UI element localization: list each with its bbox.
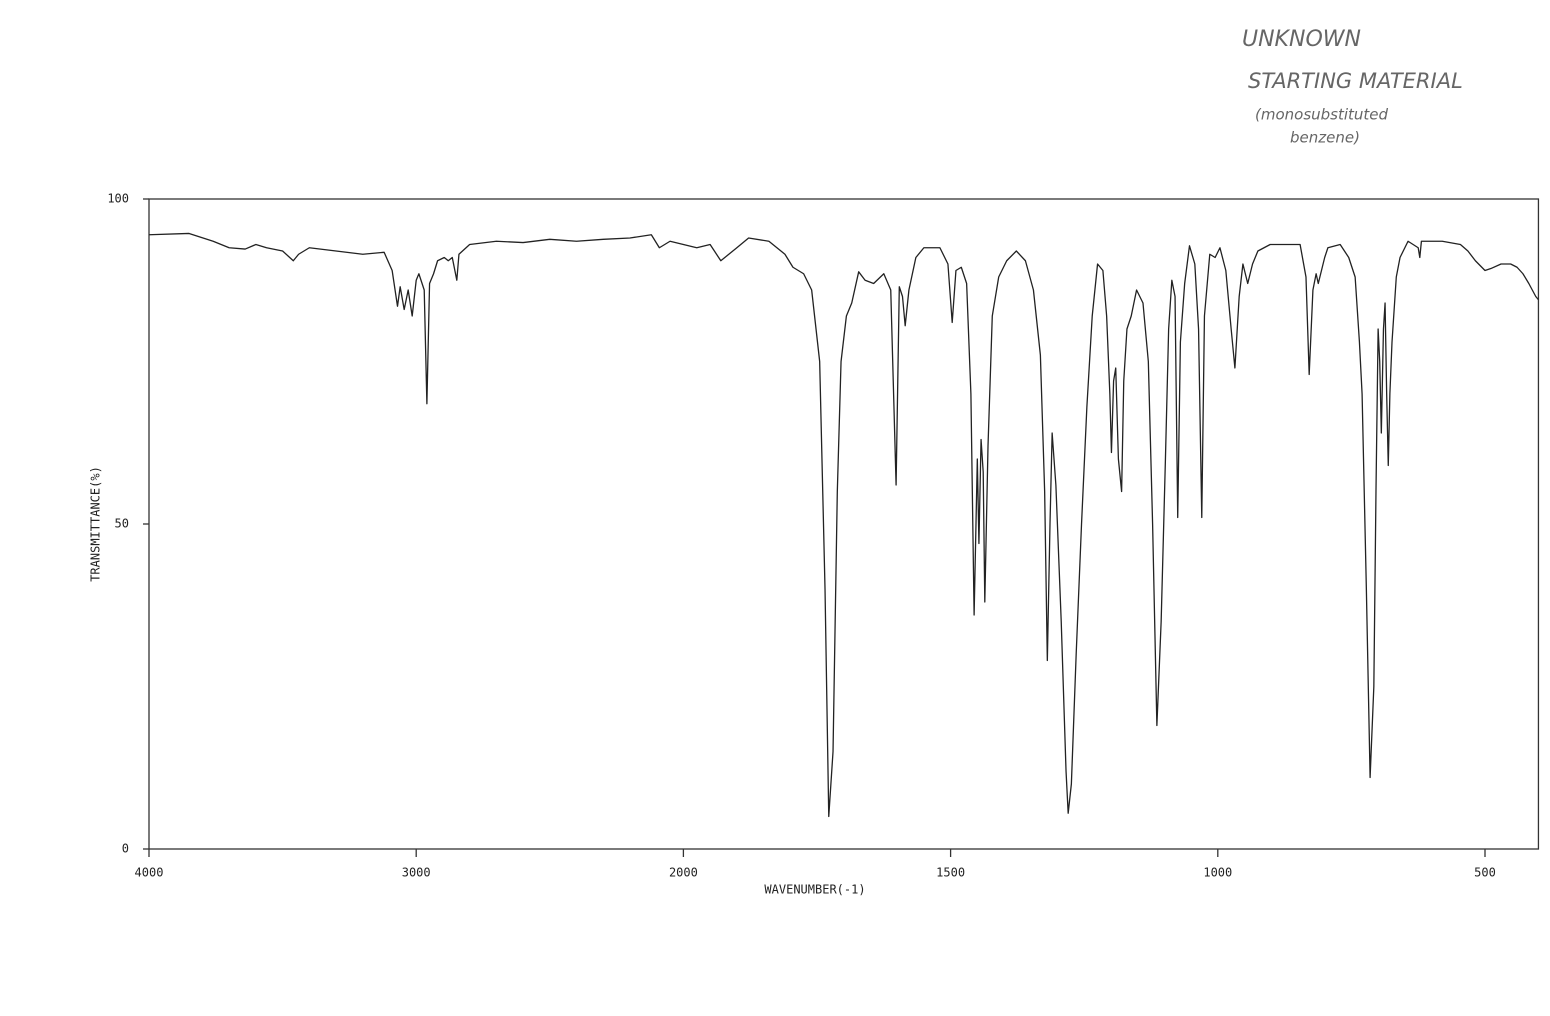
x-tick-label: 2000 xyxy=(669,866,698,880)
annotation: UNKNOWN xyxy=(1242,27,1361,52)
y-axis-label: TRANSMITTANCE(%) xyxy=(89,466,103,582)
x-tick-label: 1000 xyxy=(1203,866,1232,880)
x-tick-label: 3000 xyxy=(402,866,431,880)
annotation: STARTING MATERIAL xyxy=(1248,69,1463,93)
x-tick-label: 4000 xyxy=(135,866,164,880)
y-tick-label: 100 xyxy=(107,192,129,206)
annotation: (monosubstituted xyxy=(1255,106,1389,124)
spectrum-line xyxy=(148,232,1539,818)
annotation: benzene) xyxy=(1290,129,1360,147)
x-axis-label: WAVENUMBER(-1) xyxy=(764,883,865,897)
x-tick-label: 1500 xyxy=(936,866,965,880)
y-tick-label: 0 xyxy=(122,842,129,856)
plot-frame xyxy=(148,198,1540,850)
y-tick-label: 50 xyxy=(115,517,129,531)
x-tick-label: 500 xyxy=(1474,866,1496,880)
